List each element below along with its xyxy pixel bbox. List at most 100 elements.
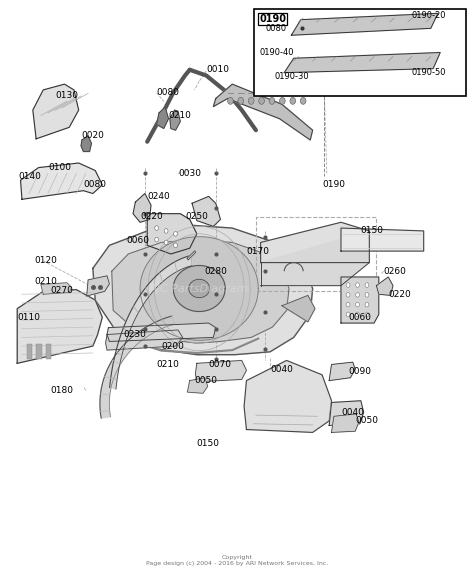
Text: 0260: 0260 bbox=[383, 267, 406, 276]
Text: 0040: 0040 bbox=[341, 408, 364, 417]
Polygon shape bbox=[147, 213, 197, 254]
Circle shape bbox=[173, 243, 177, 248]
Circle shape bbox=[356, 302, 359, 307]
Text: 0210: 0210 bbox=[35, 276, 58, 286]
Circle shape bbox=[356, 283, 359, 287]
Polygon shape bbox=[329, 362, 355, 381]
Text: AJC PartsDiagram: AJC PartsDiagram bbox=[150, 283, 248, 294]
Text: Copyright
Page design (c) 2004 - 2016 by ARI Network Services, Inc.: Copyright Page design (c) 2004 - 2016 by… bbox=[146, 555, 328, 566]
Text: 0030: 0030 bbox=[178, 169, 201, 178]
Circle shape bbox=[365, 293, 369, 297]
Text: 0220: 0220 bbox=[388, 290, 411, 299]
Circle shape bbox=[365, 283, 369, 287]
Polygon shape bbox=[187, 378, 208, 394]
Text: 0080: 0080 bbox=[156, 88, 180, 98]
Polygon shape bbox=[107, 323, 216, 342]
Text: 0110: 0110 bbox=[17, 313, 40, 322]
Circle shape bbox=[346, 312, 350, 317]
Text: 0210: 0210 bbox=[156, 360, 180, 369]
Polygon shape bbox=[109, 256, 192, 389]
Text: 0190: 0190 bbox=[322, 181, 345, 189]
Polygon shape bbox=[170, 110, 180, 130]
Polygon shape bbox=[192, 196, 220, 226]
Circle shape bbox=[301, 98, 306, 104]
Text: 0170: 0170 bbox=[246, 246, 269, 256]
Text: 0190-50: 0190-50 bbox=[412, 68, 447, 77]
Polygon shape bbox=[106, 330, 182, 350]
Text: 0050: 0050 bbox=[194, 376, 218, 385]
Polygon shape bbox=[20, 163, 102, 199]
Text: 0090: 0090 bbox=[348, 368, 371, 376]
Text: 0040: 0040 bbox=[270, 365, 293, 373]
Polygon shape bbox=[376, 277, 393, 295]
Text: 0200: 0200 bbox=[161, 342, 184, 351]
Polygon shape bbox=[133, 193, 151, 222]
Polygon shape bbox=[341, 228, 424, 251]
Polygon shape bbox=[261, 222, 369, 263]
Polygon shape bbox=[87, 276, 109, 296]
Polygon shape bbox=[331, 414, 359, 432]
Circle shape bbox=[164, 228, 168, 233]
Circle shape bbox=[290, 98, 296, 104]
Text: 0210: 0210 bbox=[168, 111, 191, 121]
Circle shape bbox=[356, 293, 359, 297]
Polygon shape bbox=[282, 295, 315, 322]
Text: 0190-20: 0190-20 bbox=[412, 10, 447, 20]
Text: 0150: 0150 bbox=[360, 226, 383, 235]
Circle shape bbox=[365, 302, 369, 307]
Circle shape bbox=[238, 98, 244, 104]
Polygon shape bbox=[33, 84, 79, 139]
Polygon shape bbox=[341, 277, 379, 323]
Polygon shape bbox=[213, 84, 313, 140]
Text: 0130: 0130 bbox=[55, 91, 78, 100]
Text: 0070: 0070 bbox=[209, 360, 232, 369]
Circle shape bbox=[173, 231, 177, 236]
Circle shape bbox=[259, 98, 264, 104]
Text: 0080: 0080 bbox=[83, 181, 106, 189]
Text: 0220: 0220 bbox=[140, 212, 163, 221]
Bar bbox=[256, 216, 376, 291]
Text: 0190: 0190 bbox=[259, 14, 286, 24]
Polygon shape bbox=[329, 401, 364, 425]
Polygon shape bbox=[284, 53, 440, 73]
Circle shape bbox=[164, 240, 168, 245]
Polygon shape bbox=[187, 251, 196, 260]
Bar bbox=[27, 344, 32, 359]
Circle shape bbox=[356, 312, 359, 317]
Text: 0270: 0270 bbox=[50, 286, 73, 295]
Polygon shape bbox=[41, 283, 72, 294]
Circle shape bbox=[155, 226, 158, 230]
Polygon shape bbox=[195, 361, 246, 382]
Circle shape bbox=[155, 237, 158, 242]
Text: 0240: 0240 bbox=[147, 192, 170, 201]
Polygon shape bbox=[100, 316, 175, 418]
Bar bbox=[46, 344, 51, 359]
Text: 0060: 0060 bbox=[126, 236, 149, 245]
Text: 0020: 0020 bbox=[81, 132, 104, 140]
Polygon shape bbox=[17, 290, 102, 364]
Circle shape bbox=[346, 302, 350, 307]
Text: 0050: 0050 bbox=[355, 417, 378, 425]
Bar bbox=[36, 344, 42, 359]
Text: 0120: 0120 bbox=[35, 256, 58, 265]
Text: 0010: 0010 bbox=[206, 65, 229, 74]
Circle shape bbox=[365, 312, 369, 317]
Text: 0140: 0140 bbox=[18, 172, 42, 181]
Polygon shape bbox=[189, 279, 210, 298]
Polygon shape bbox=[261, 231, 369, 286]
Circle shape bbox=[346, 283, 350, 287]
Text: 0280: 0280 bbox=[204, 267, 227, 276]
Circle shape bbox=[280, 98, 285, 104]
Text: 0060: 0060 bbox=[348, 313, 371, 322]
Polygon shape bbox=[112, 239, 289, 343]
Polygon shape bbox=[173, 265, 225, 312]
Text: 0180: 0180 bbox=[50, 386, 73, 395]
Text: 0250: 0250 bbox=[185, 212, 208, 221]
Polygon shape bbox=[81, 136, 91, 152]
Text: 0190-40: 0190-40 bbox=[260, 48, 294, 57]
Circle shape bbox=[346, 293, 350, 297]
Text: 0150: 0150 bbox=[197, 440, 220, 448]
Text: 0230: 0230 bbox=[124, 330, 146, 339]
Polygon shape bbox=[140, 237, 258, 340]
Circle shape bbox=[228, 98, 233, 104]
